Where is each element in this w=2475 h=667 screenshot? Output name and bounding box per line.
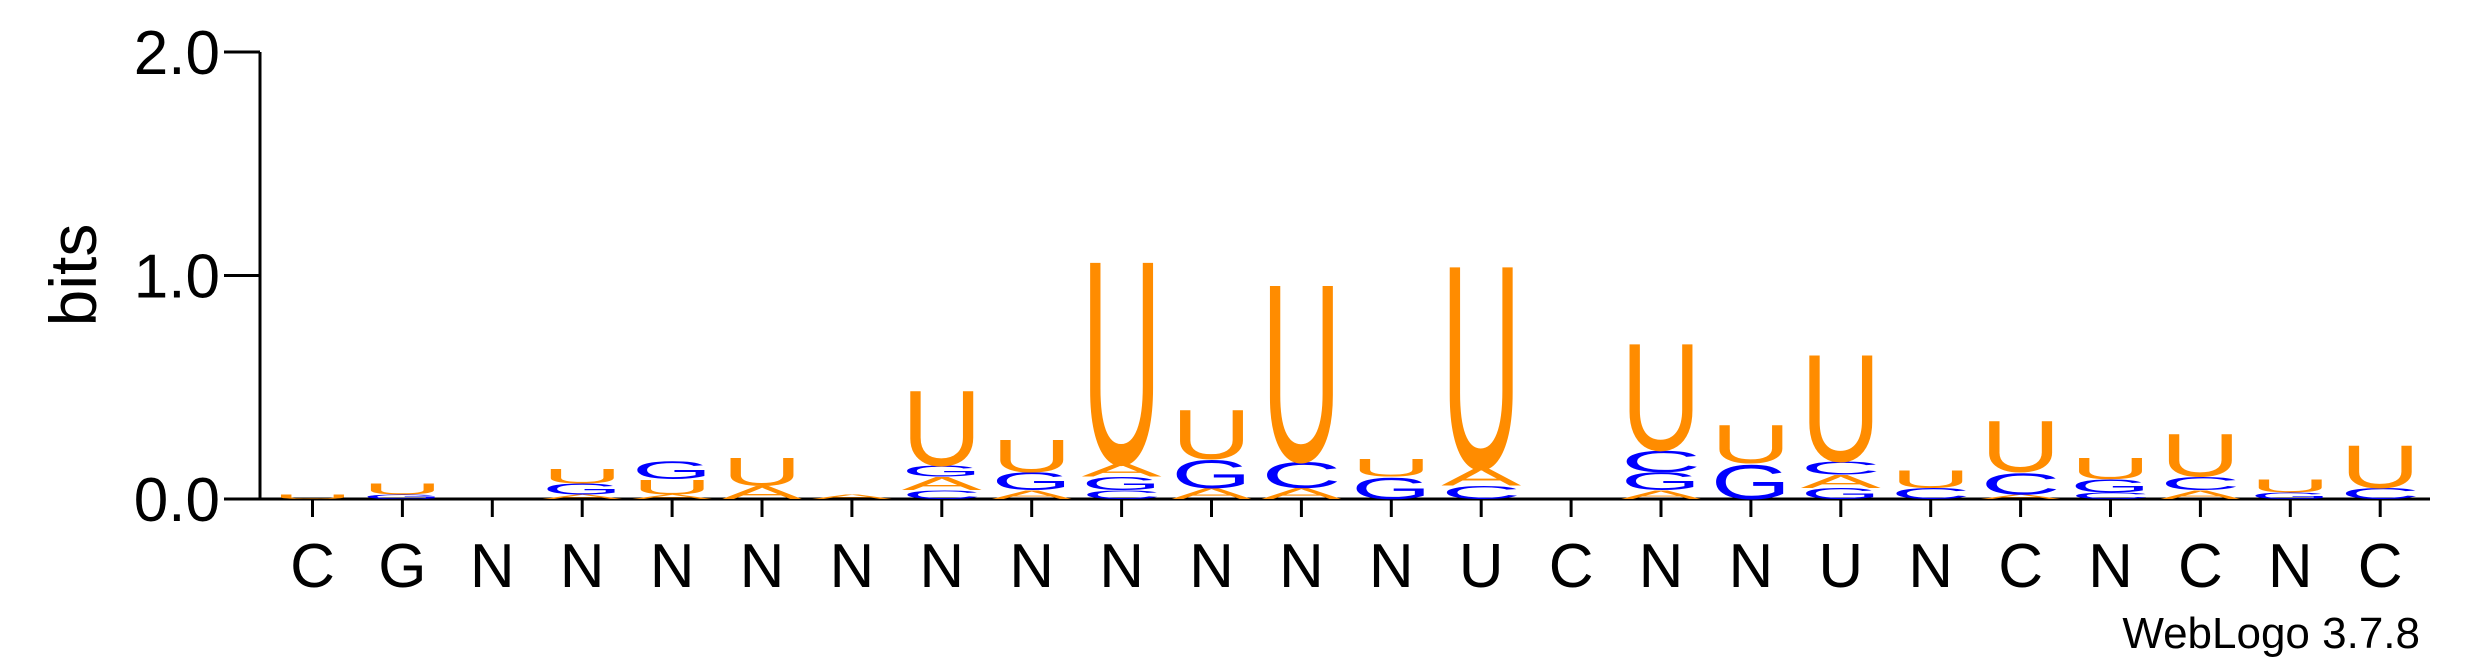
logo-letter: A <box>632 493 713 500</box>
x-tick-label: U <box>1818 532 1863 601</box>
logo-letter: A <box>1261 485 1341 502</box>
y-tick-label: 1.0 <box>134 243 220 312</box>
logo-letter: A <box>812 493 893 500</box>
x-tick-label: N <box>830 532 875 601</box>
logo-letter: U <box>722 450 802 495</box>
logo-letter: C <box>2340 485 2420 502</box>
logo-letter: A <box>1171 485 1251 502</box>
logo-letter: C <box>1801 458 1881 479</box>
logo-letter: U <box>1082 200 1162 525</box>
logo-letter: G <box>542 481 622 498</box>
logo-letter: C <box>1261 455 1341 496</box>
x-tick-label: C <box>2358 532 2403 601</box>
logo-letter: U <box>992 430 1072 482</box>
logo-letter: U <box>2250 476 2330 497</box>
y-axis-label: bits <box>36 224 110 327</box>
y-tick-label: 0.0 <box>134 466 220 535</box>
x-tick-label: N <box>2088 532 2133 601</box>
logo-letter: C <box>1981 467 2061 501</box>
logo-letter: U <box>1981 406 2061 488</box>
x-tick-label: N <box>1279 532 1324 601</box>
logo-letter: G <box>2250 491 2330 501</box>
x-tick-label: N <box>470 532 515 601</box>
logo-letter: U <box>542 464 622 488</box>
x-tick-label: N <box>1729 532 1774 601</box>
logo-letter: G <box>1172 452 1252 497</box>
logo-letter: U <box>1621 312 1701 483</box>
logo-letter: U <box>1171 395 1251 474</box>
x-tick-label: N <box>650 532 695 601</box>
x-tick-label: N <box>2268 532 2313 601</box>
logo-letter: U <box>1711 413 1791 475</box>
logo-letter: G <box>992 468 1072 496</box>
x-tick-label: C <box>1998 532 2043 601</box>
x-tick-label: N <box>919 532 964 601</box>
logo-letter: U <box>2340 432 2420 500</box>
logo-letter: U <box>272 493 352 500</box>
x-tick-label: N <box>740 532 785 601</box>
logo-letter: A <box>1801 471 1882 492</box>
logo-letter: U <box>1441 205 1521 530</box>
logo-letter: U <box>902 369 982 489</box>
x-tick-label: C <box>1549 532 1594 601</box>
y-tick-label: 2.0 <box>134 19 220 88</box>
x-tick-label: N <box>1099 532 1144 601</box>
logo-letter: G <box>632 457 712 485</box>
logo-letter: U <box>1801 323 1881 494</box>
x-tick-label: C <box>290 532 335 601</box>
logo-letter: C <box>1441 482 1521 503</box>
logo-letter: G <box>1082 473 1162 494</box>
logo-letter: G <box>1621 468 1701 496</box>
watermark: WebLogo 3.7.8 <box>2122 609 2420 658</box>
logo-letter: G <box>902 463 982 480</box>
x-tick-label: N <box>1908 532 1953 601</box>
logo-letter: G <box>1711 455 1791 510</box>
logo-letter: U <box>2160 421 2240 489</box>
logo-letter: A <box>1981 493 2062 500</box>
logo-letter: C <box>902 488 982 502</box>
x-tick-label: C <box>2178 532 2223 601</box>
x-tick-label: U <box>1459 532 1504 601</box>
x-tick-label: N <box>1369 532 1414 601</box>
logo-letter: C <box>2070 491 2150 501</box>
x-tick-label: N <box>1639 532 1684 601</box>
logo-letter: C <box>1082 488 1162 502</box>
logo-letter: A <box>1441 464 1521 491</box>
x-tick-label: N <box>560 532 605 601</box>
logo-letter: A <box>542 493 623 500</box>
logo-letter: A <box>902 474 983 495</box>
logo-letter: A <box>992 488 1072 502</box>
logo-letter: U <box>1891 466 1971 494</box>
logo-letter: C <box>1891 485 1971 502</box>
x-tick-label: N <box>1189 532 1234 601</box>
logo-letter: U <box>632 475 712 499</box>
logo-letter: G <box>2071 476 2151 497</box>
logo-letter: U <box>2070 451 2150 485</box>
logo-letter: G <box>1801 485 1881 502</box>
logo-letter: U <box>362 481 442 498</box>
logo-letter: A <box>722 482 803 503</box>
x-tick-label: G <box>378 532 426 601</box>
logo-letter: A <box>1621 488 1701 502</box>
logo-letter: U <box>1261 230 1341 515</box>
logo-letter: G <box>362 494 442 501</box>
logo-letter: C <box>1621 445 1701 479</box>
logo-letter: C <box>2160 473 2240 494</box>
logo-letter: U <box>1351 455 1431 483</box>
logo-letter: A <box>2160 488 2240 502</box>
x-tick-label: N <box>1009 532 1054 601</box>
logo-letter: A <box>1082 460 1163 481</box>
logo-letter: G <box>1351 472 1431 506</box>
